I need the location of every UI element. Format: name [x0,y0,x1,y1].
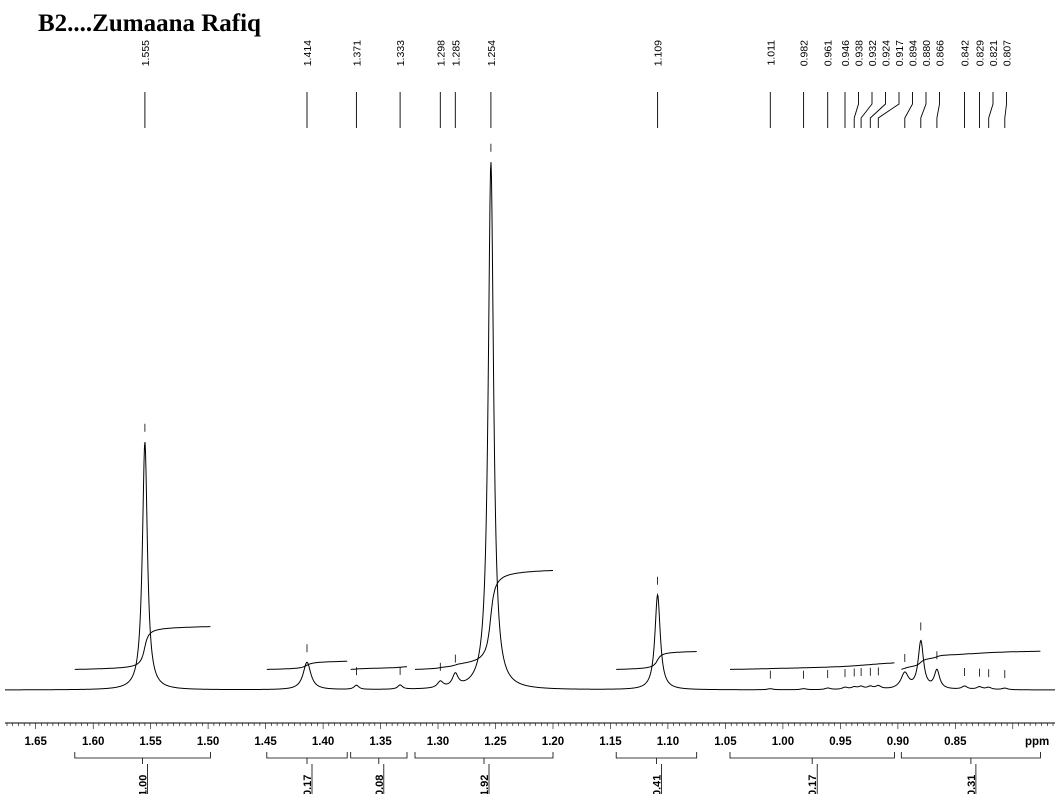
axis-tick-label: 1.35 [369,736,392,748]
peak-label-connector [869,92,886,128]
integral-curve [901,650,1041,670]
peak-label: 1.109 [653,40,665,66]
peak-label: 1.333 [395,40,407,66]
peak-label: 1.011 [765,40,777,66]
peak-label-group: 1.555 1.414 1.371 1.333 1.298 1.285 1.254 1.109… [140,40,1014,128]
peak-label-connector [877,92,900,128]
peak-label-connector [920,92,927,128]
peak-label: 1.254 [486,40,498,66]
integral-curve [266,660,348,670]
axis-tick-label: 1.15 [599,736,622,748]
axis-tick-label: 1.45 [254,736,277,748]
peak-label: 0.842 [960,40,972,66]
peak-label-connector [853,92,859,128]
peak-label-connector [936,92,940,128]
peak-label: 0.821 [988,40,1000,66]
integral-bracket [414,752,554,759]
integral-curve [415,570,553,670]
minor-tick-group [6,723,1054,729]
peak-label-connector [904,92,913,128]
axis-tick-label: 1.20 [542,736,564,748]
integral-curve [74,626,211,670]
axis-tick-label: 1.25 [484,736,507,748]
peak-label: 0.938 [854,40,866,66]
axis-tick-label: 1.40 [312,736,334,748]
peak-label: 0.924 [881,40,893,66]
axis-tick-label: 1.30 [427,736,449,748]
peak-label: 0.880 [921,40,933,66]
peak-label: 0.932 [867,40,879,66]
integral-bracket [74,752,211,759]
peak-marker-group [144,143,1006,679]
axis-tick-label: 1.50 [197,736,219,748]
spectrum-trace [5,162,1055,691]
integral-value-label: 0.41 [652,775,664,794]
axis-tick-label: 0.95 [829,736,852,748]
axis-tick-label: 1.10 [657,736,679,748]
integral-curve [350,666,407,670]
integral-bracket-group: 1.00 0.17 0.08 1.92 0.41 0.17 0.31 [74,752,1041,794]
peak-label: 0.961 [823,40,835,66]
axis-tick-label: 0.90 [887,736,909,748]
axis-tick-label: 1.00 [772,736,794,748]
integral-bracket [615,752,698,759]
axis-tick-label: 1.65 [25,736,48,748]
axis-tick-label: 1.05 [714,736,737,748]
integral-value-label: 0.17 [302,775,314,794]
integral-bracket [900,752,1041,759]
peak-label: 0.829 [975,40,987,66]
x-axis: 1.65 1.60 1.55 1.50 1.45 1.40 1.35 1.30 1.25 1.20… [5,722,1055,748]
integral-value-label: 1.00 [138,775,150,794]
tick-label-group: 1.65 1.60 1.55 1.50 1.45 1.40 1.35 1.30 1.25 1.20… [25,736,968,748]
integral-bracket [729,752,895,759]
peak-label: 1.371 [351,40,363,66]
peak-label: 0.917 [894,40,906,66]
peak-label: 0.982 [799,40,811,66]
peak-label-connector [860,92,873,128]
integral-curve [730,662,895,670]
integral-value-label: 0.31 [966,775,978,794]
integral-bracket [266,752,348,759]
peak-label: 0.946 [840,40,852,66]
integral-curve-group [74,570,1041,670]
axis-tick-label: 1.60 [82,736,104,748]
integral-curve [616,651,697,670]
peak-label: 0.866 [935,40,947,66]
peak-label: 1.555 [140,40,152,66]
peak-label: 1.298 [435,40,447,66]
integral-value-label: 0.08 [374,775,386,794]
axis-tick-label: 0.85 [944,736,967,748]
spectrum-title: B2....Zumaana Rafiq [38,10,261,37]
integral-value-label: 1.92 [479,775,491,794]
peak-label: 1.414 [302,40,314,66]
integral-bracket [350,752,408,759]
x-axis-unit-label: ppm [1025,736,1049,748]
integral-value-label: 0.17 [807,775,819,794]
peak-label: 0.894 [908,40,920,66]
peak-label: 1.285 [450,40,462,66]
peak-label: 0.807 [1002,40,1014,66]
axis-tick-label: 1.55 [139,736,162,748]
peak-label-connector [988,92,994,128]
peak-label-connector [1004,92,1007,128]
